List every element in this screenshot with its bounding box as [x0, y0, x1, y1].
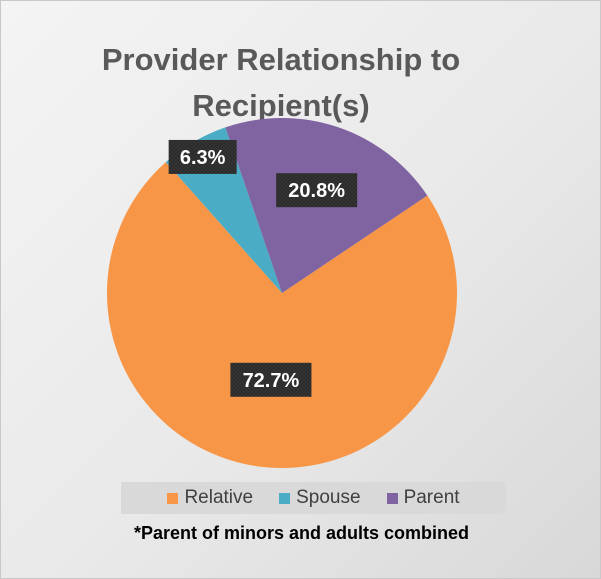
- legend-item-relative: Relative: [167, 487, 253, 509]
- data-label-box: [276, 173, 358, 208]
- legend-swatch-relative: [167, 492, 179, 504]
- data-label-box: [168, 139, 237, 174]
- legend-label-spouse: Spouse: [296, 487, 361, 508]
- data-label-text: 72.7%: [243, 370, 300, 392]
- pie-slice-relative: [106, 162, 457, 469]
- chart-title-line-1: Provider Relationship to: [101, 42, 461, 77]
- footnote: *Parent of minors and adults combined: [133, 523, 470, 543]
- legend: Relative Spouse Parent: [121, 482, 506, 514]
- legend-label-relative: Relative: [184, 487, 254, 508]
- legend-item-parent: Parent: [386, 487, 460, 509]
- data-label-text: 20.8%: [288, 180, 345, 202]
- chart-title-line-2: Recipient(s): [192, 88, 370, 123]
- legend-item-spouse: Spouse: [279, 487, 361, 509]
- data-label-parent: 20.8%: [276, 173, 358, 208]
- data-label-box: [230, 362, 312, 397]
- data-label-spouse: 6.3%: [168, 139, 237, 174]
- legend-swatch-parent: [386, 492, 398, 504]
- chart-title: Provider Relationship to Recipient(s): [1, 37, 561, 129]
- data-label-text: 6.3%: [180, 147, 226, 169]
- legend-swatch-spouse: [279, 492, 291, 504]
- legend-label-parent: Parent: [403, 487, 460, 508]
- data-label-relative: 72.7%: [230, 362, 312, 397]
